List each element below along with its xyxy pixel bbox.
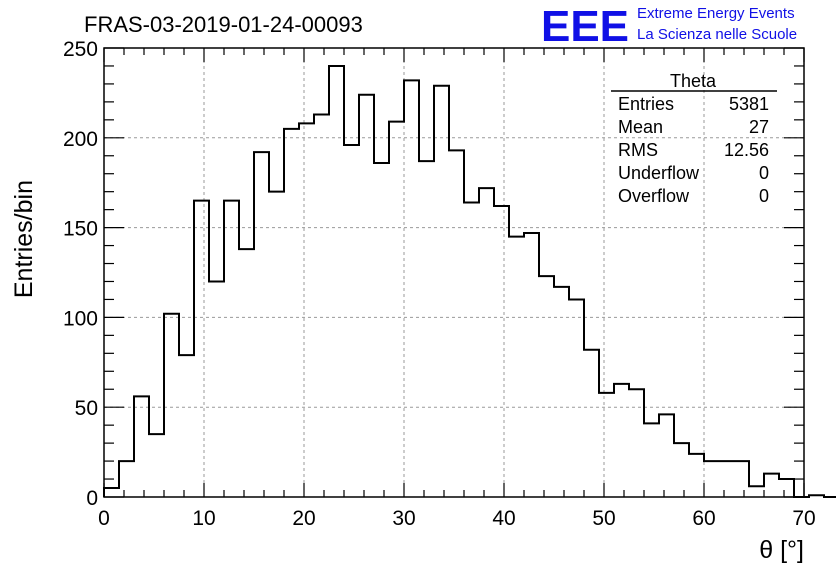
stats-value: 0 [759, 163, 769, 183]
x-tick-label: 40 [492, 507, 515, 530]
histogram-bin [539, 276, 554, 497]
histogram-bin [554, 287, 569, 497]
histogram-bin [419, 161, 434, 497]
histogram-bin [134, 396, 149, 497]
histogram-bin [404, 80, 419, 497]
histogram-bin [449, 150, 464, 497]
stats-box: Theta Entries 5381 Mean 27 RMS 12.56 Underflow… [611, 71, 777, 206]
histogram-bin [614, 384, 629, 497]
y-tick-label: 0 [86, 487, 98, 510]
x-tick-labels: 0 10 20 30 40 50 60 70 [98, 507, 816, 530]
x-tick-label: 60 [692, 507, 715, 530]
x-tick-label: 70 [792, 507, 815, 530]
histogram-bin [569, 299, 584, 497]
histogram-bin [749, 486, 764, 497]
brand-line-1: Extreme Energy Events [637, 5, 795, 22]
eee-logo: EEE [541, 2, 629, 51]
stats-label: RMS [618, 140, 658, 160]
histogram-bin [254, 152, 269, 497]
histogram-bin [779, 479, 794, 497]
x-tick-label: 0 [98, 507, 110, 530]
histogram-bin [689, 454, 704, 497]
stats-rows: Entries 5381 Mean 27 RMS 12.56 Underflow 0 Overf… [618, 94, 769, 206]
histogram-bin [359, 95, 374, 497]
histogram-bin [509, 237, 524, 497]
histogram-bin [239, 249, 254, 497]
stats-label: Entries [618, 94, 674, 114]
histogram-bin [119, 461, 134, 497]
histogram-bin [599, 393, 614, 497]
y-axis-label: Entries/bin [10, 180, 38, 298]
stats-name: Theta [670, 71, 717, 91]
histogram-outline [103, 64, 836, 498]
x-tick-label: 10 [192, 507, 215, 530]
x-tick-label: 30 [392, 507, 415, 530]
plot-frame [103, 47, 805, 498]
histogram-bin [194, 201, 209, 497]
brand-line-2: La Scienza nelle Scuole [637, 26, 797, 43]
y-tick-labels: 0 50 100 150 200 250 [63, 38, 98, 510]
histogram-bin [494, 206, 509, 497]
y-tick-label: 150 [63, 218, 98, 241]
x-tick-label: 50 [592, 507, 615, 530]
stats-label: Overflow [618, 186, 690, 206]
histogram-bin [764, 474, 779, 497]
stats-value: 12.56 [724, 140, 769, 160]
histogram-bin [149, 434, 164, 497]
histogram-bin [464, 202, 479, 497]
histogram-bin [644, 423, 659, 497]
histogram-bin [434, 86, 449, 497]
stats-value: 0 [759, 186, 769, 206]
histogram-bin [314, 114, 329, 497]
histogram-bin [524, 233, 539, 497]
histogram-bin [629, 389, 644, 497]
histogram-bin [284, 129, 299, 497]
histogram-bin [269, 192, 284, 497]
histogram-bin [299, 123, 314, 497]
y-tick-label: 50 [75, 397, 98, 420]
histogram-bin [329, 66, 344, 497]
histogram-bin [389, 122, 404, 497]
axes [103, 47, 805, 498]
stats-value: 5381 [729, 94, 769, 114]
histogram-bin [704, 461, 719, 497]
stats-label: Mean [618, 117, 663, 137]
histogram-bin [374, 163, 389, 497]
histogram-bin [734, 461, 749, 497]
histogram-bin [479, 188, 494, 497]
histogram-bin [164, 314, 179, 497]
histogram-bin [179, 355, 194, 497]
stats-label: Underflow [618, 163, 700, 183]
histogram-bin [674, 443, 689, 497]
histogram-bin [209, 281, 224, 497]
chart-title: FRAS-03-2019-01-24-00093 [84, 12, 363, 37]
histogram-bin [224, 201, 239, 497]
y-tick-label: 100 [63, 307, 98, 330]
histogram-bin [659, 414, 674, 497]
y-tick-label: 200 [63, 128, 98, 151]
histogram-bars [103, 64, 836, 498]
stats-value: 27 [749, 117, 769, 137]
histogram-bin [104, 488, 119, 497]
histogram-bin [344, 145, 359, 497]
histogram-bin [719, 461, 734, 497]
x-axis-label: θ [°] [759, 536, 804, 564]
histogram-bin [584, 350, 599, 497]
y-tick-label: 250 [63, 38, 98, 61]
x-tick-label: 20 [292, 507, 315, 530]
